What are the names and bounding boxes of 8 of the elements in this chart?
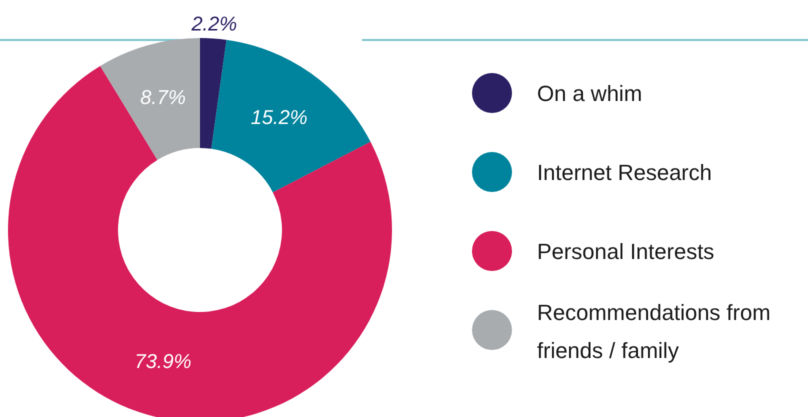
data-label: 15.2% <box>250 107 308 130</box>
data-label: 73.9% <box>134 350 192 373</box>
data-label: 2.2% <box>190 13 238 36</box>
data-label: 8.7% <box>140 87 186 110</box>
legend-label: Recommendations from friends / family <box>537 300 771 362</box>
legend-label: Personal Interests <box>537 238 714 264</box>
legend-label: Internet Research <box>537 160 712 184</box>
legend-label: On a whim <box>537 80 642 106</box>
